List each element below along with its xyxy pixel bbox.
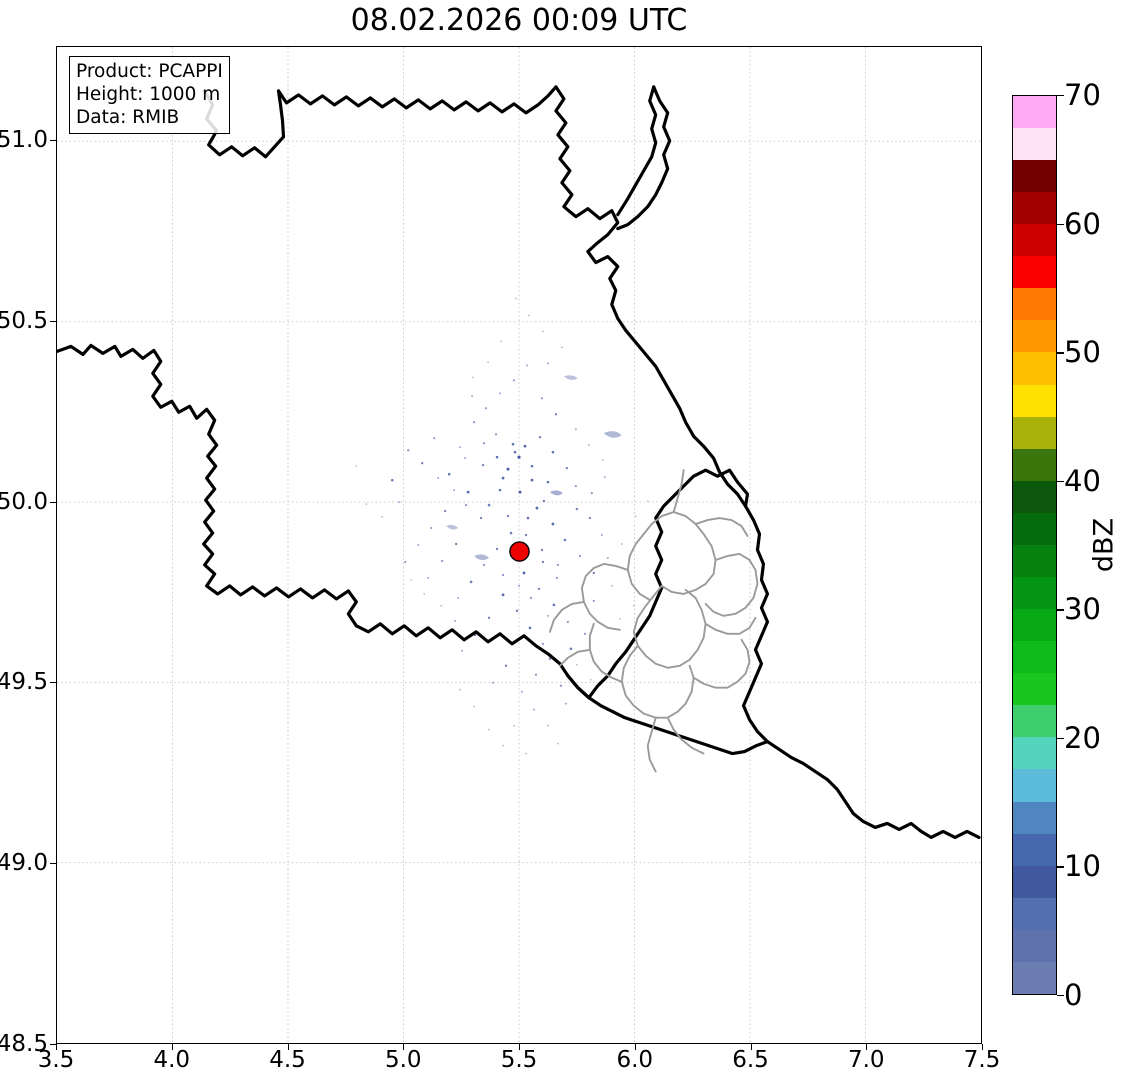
colorbar-band [1013,192,1056,225]
page-title: 08.02.2026 00:09 UTC [350,3,688,38]
colorbar-axis-label: dBZ [1088,517,1120,573]
radar-echo-layer [355,297,649,755]
x-tick-mark [56,1044,57,1050]
colorbar-band [1013,384,1056,417]
x-tick-mark [982,1044,983,1050]
colorbar-tick-label: 0 [1064,978,1083,1012]
colorbar-tick-label: 50 [1064,335,1101,370]
colorbar-band [1013,480,1056,513]
colorbar-band [1013,576,1056,610]
x-tick-label: 5.5 [500,1047,538,1073]
map-canvas [57,47,981,1043]
colorbar-tick-label: 30 [1064,592,1101,627]
y-tick-mark [50,501,56,503]
colorbar-band [1013,352,1056,385]
colorbar-band [1013,641,1056,674]
colorbar-band [1013,737,1056,770]
x-tick-mark [866,1044,868,1050]
colorbar-tick-mark [1057,866,1064,868]
x-tick-mark [287,1044,289,1050]
colorbar[interactable] [1012,95,1057,995]
x-tick-label: 7.5 [963,1047,1001,1073]
x-tick-mark [750,1044,752,1050]
colorbar-band [1013,320,1056,353]
radar-site-marker[interactable] [509,541,530,562]
colorbar-band [1013,256,1056,289]
colorbar-tick-mark [1057,223,1064,225]
colorbar-band [1013,288,1056,321]
x-tick-label: 6.5 [732,1047,769,1073]
colorbar-band [1013,769,1056,802]
x-tick-mark [403,1044,405,1050]
colorbar-band [1013,159,1056,193]
colorbar-tick-label: 10 [1064,849,1101,884]
y-tick-label: 48.5 [0,1031,48,1057]
info-data: Data: RMIB [76,107,180,128]
colorbar-band [1013,801,1056,834]
y-tick-mark [50,320,56,322]
x-tick-label: 4.0 [153,1047,191,1073]
info-height: Height: 1000 m [76,84,221,105]
colorbar-band [1013,673,1056,706]
x-tick-mark [634,1044,636,1050]
colorbar-band [1013,929,1056,962]
colorbar-band [1013,609,1056,642]
colorbar-band [1013,544,1056,577]
colorbar-tick-label: 40 [1064,463,1101,498]
x-tick-mark [171,1044,173,1050]
colorbar-tick-mark [1057,352,1064,354]
colorbar-band [1013,705,1056,738]
info-product: Product: PCAPPI [76,61,223,82]
colorbar-tick-label: 20 [1064,720,1101,755]
colorbar-band [1013,961,1056,994]
colorbar-tick-mark [1057,95,1064,97]
x-tick-label: 7.0 [847,1047,885,1073]
gridlines [57,47,981,1043]
y-tick-mark [50,1044,56,1045]
colorbar-tick-label: 70 [1064,78,1101,112]
colorbar-band [1013,416,1056,449]
colorbar-band [1013,512,1056,545]
y-tick-label: 49.0 [0,850,48,877]
y-tick-label: 50.0 [0,488,48,515]
colorbar-tick-mark [1057,737,1064,740]
x-tick-label: 3.5 [37,1047,75,1073]
colorbar-tick-mark [1057,995,1064,997]
national-borders [57,85,981,840]
colorbar-tick-label: 60 [1064,206,1101,241]
colorbar-band [1013,95,1056,128]
y-tick-label: 51.0 [0,127,48,153]
colorbar-band [1013,127,1056,160]
y-tick-mark [50,140,56,141]
colorbar-band [1013,865,1056,898]
colorbar-band [1013,448,1056,481]
subregion-borders [548,469,759,773]
y-tick-mark [50,863,56,865]
x-tick-label: 5.0 [384,1047,422,1073]
y-tick-mark [50,682,56,684]
colorbar-tick-mark [1057,609,1064,611]
colorbar-tick-mark [1057,480,1064,483]
x-tick-mark [519,1044,520,1050]
colorbar-band [1013,833,1056,866]
colorbar-band [1013,897,1056,930]
y-tick-label: 50.5 [0,307,48,334]
radar-map-plot[interactable]: Product: PCAPPI Height: 1000 m Data: RMI… [56,46,982,1044]
colorbar-band [1013,224,1056,257]
x-tick-label: 6.0 [616,1047,654,1073]
x-tick-label: 4.5 [269,1047,306,1073]
product-info-box: Product: PCAPPI Height: 1000 m Data: RMI… [69,56,230,134]
y-tick-label: 49.5 [0,669,48,696]
